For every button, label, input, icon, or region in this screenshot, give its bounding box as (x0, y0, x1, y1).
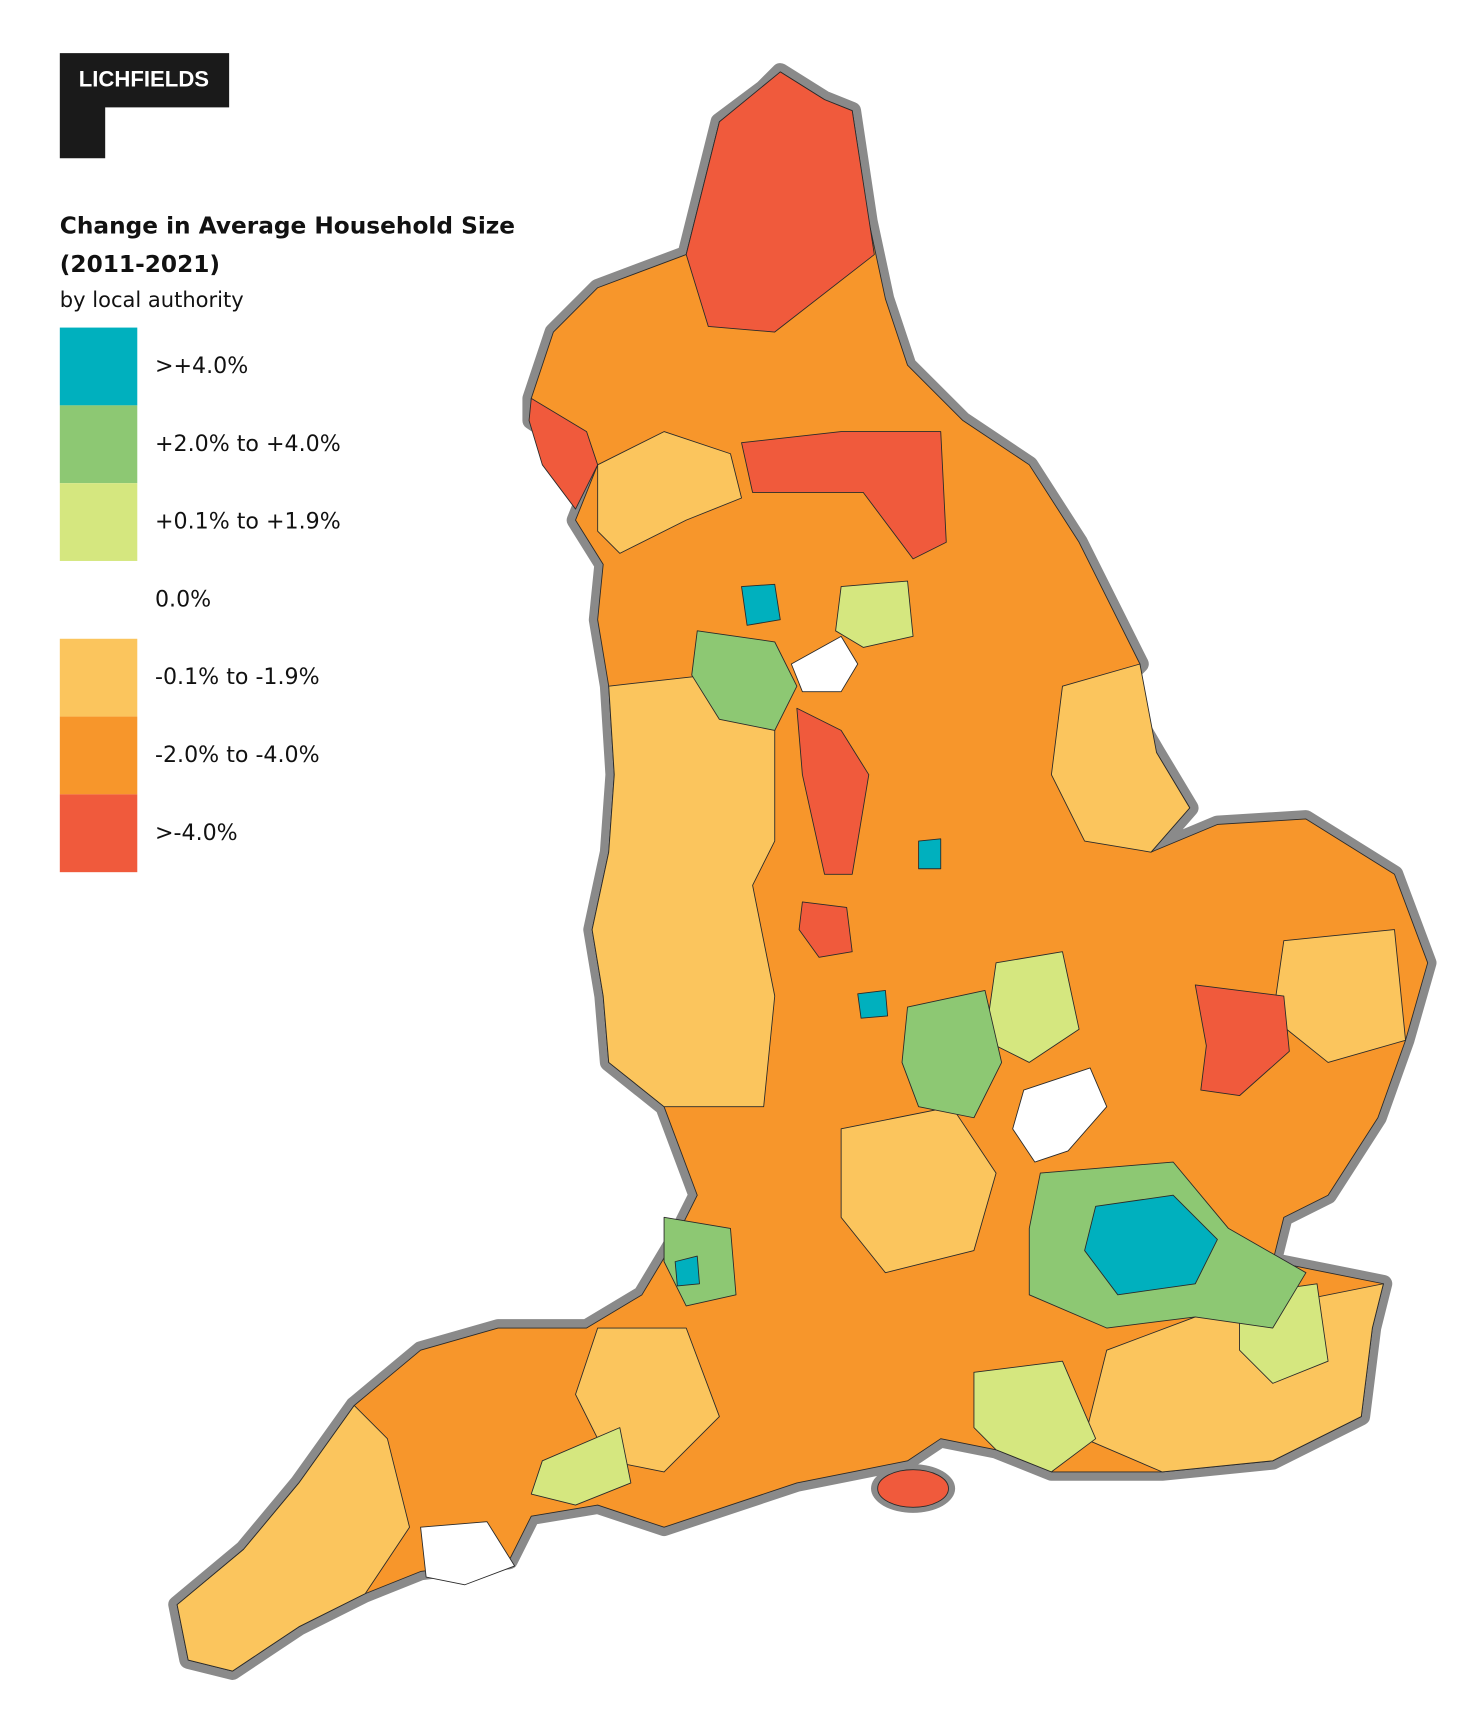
logo: LICHFIELDS (59, 53, 230, 159)
region (674, 1255, 700, 1287)
legend-swatch (59, 483, 138, 561)
region (1084, 1194, 1218, 1296)
legend-swatch (59, 405, 138, 484)
region (796, 707, 870, 875)
region (918, 838, 942, 870)
region (798, 901, 853, 958)
region (835, 580, 914, 648)
legend-swatch (59, 794, 138, 873)
region (1050, 663, 1191, 853)
legend-label: >+4.0% (155, 353, 248, 379)
title: (2011-2021) (60, 251, 220, 278)
region (741, 583, 781, 626)
legend-label: +0.1% to +1.9% (155, 509, 341, 535)
region (857, 990, 889, 1019)
region (741, 431, 947, 560)
legend-swatch (59, 327, 138, 406)
legend-swatch (59, 638, 138, 717)
legend-label: +2.0% to +4.0% (155, 431, 341, 457)
legend-swatch (59, 560, 138, 639)
legend-label: >-4.0% (155, 820, 238, 846)
subtitle: by local authority (60, 287, 244, 312)
legend-label: -0.1% to -1.9% (155, 664, 320, 690)
legend-label: 0.0% (155, 586, 211, 612)
region (591, 674, 776, 1108)
region (420, 1521, 516, 1586)
region (691, 630, 798, 731)
region (973, 1360, 1097, 1473)
england-map (168, 63, 1437, 1680)
region (877, 1469, 949, 1508)
region (528, 397, 599, 510)
region (176, 1405, 410, 1672)
legend-label: -2.0% to -4.0% (155, 742, 320, 768)
region (1194, 984, 1290, 1097)
region (901, 990, 1003, 1119)
region (685, 71, 875, 333)
title: Change in Average Household Size (60, 212, 515, 239)
region (530, 1427, 632, 1506)
region (1012, 1067, 1108, 1163)
logo-text: LICHFIELDS (79, 67, 209, 92)
legend: >+4.0% +2.0% to +4.0% +0.1% to +1.9% 0.0% -0… (59, 327, 341, 873)
legend-swatch (59, 716, 138, 795)
logo-mark (59, 53, 230, 159)
region (790, 635, 859, 693)
region (597, 431, 742, 554)
